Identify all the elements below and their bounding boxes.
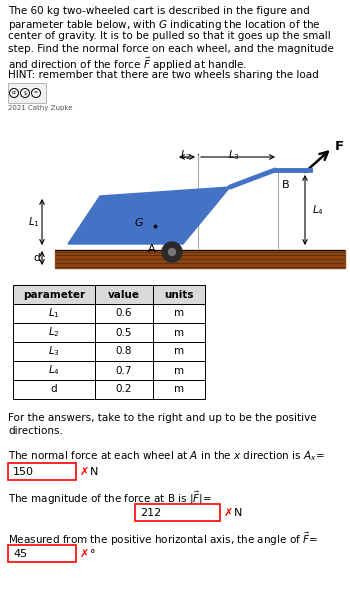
Text: For the answers, take to the right and up to be the positive: For the answers, take to the right and u… bbox=[8, 413, 317, 423]
Text: The magnitude of the force at B is $|\vec{F}|$=: The magnitude of the force at B is $|\ve… bbox=[8, 490, 212, 507]
Bar bbox=[153, 361, 205, 380]
Text: 0.2: 0.2 bbox=[116, 384, 132, 395]
Text: m: m bbox=[174, 347, 184, 356]
Text: 0.7: 0.7 bbox=[116, 365, 132, 376]
Text: d: d bbox=[51, 384, 57, 395]
Bar bbox=[153, 380, 205, 399]
Bar bbox=[153, 304, 205, 323]
Text: A: A bbox=[148, 244, 156, 254]
Text: $L_2$: $L_2$ bbox=[180, 148, 192, 162]
Text: m: m bbox=[174, 384, 184, 395]
Text: parameter table below, with $G$ indicating the location of the: parameter table below, with $G$ indicati… bbox=[8, 19, 321, 33]
Text: $L_2$: $L_2$ bbox=[48, 325, 60, 339]
Bar bbox=[153, 323, 205, 342]
Text: $L_4$: $L_4$ bbox=[312, 203, 324, 217]
Text: ✗: ✗ bbox=[80, 549, 89, 559]
Text: 0.8: 0.8 bbox=[116, 347, 132, 356]
Text: B: B bbox=[282, 180, 290, 190]
Bar bbox=[13, 361, 95, 380]
Bar bbox=[13, 342, 95, 361]
Bar bbox=[135, 504, 220, 521]
Bar bbox=[95, 304, 153, 323]
Text: °: ° bbox=[90, 549, 96, 559]
Bar bbox=[8, 463, 76, 480]
Text: m: m bbox=[174, 308, 184, 319]
Text: Measured from the positive horizontal axis, the angle of $\vec{F}$=: Measured from the positive horizontal ax… bbox=[8, 531, 318, 548]
Bar bbox=[13, 304, 95, 323]
Text: HINT: remember that there are two wheels sharing the load: HINT: remember that there are two wheels… bbox=[8, 70, 319, 80]
Text: units: units bbox=[164, 290, 194, 299]
Text: $\mathbf{F}$: $\mathbf{F}$ bbox=[334, 139, 344, 153]
Text: m: m bbox=[174, 365, 184, 376]
Text: $L_1$: $L_1$ bbox=[48, 307, 60, 321]
Text: $L_4$: $L_4$ bbox=[48, 364, 60, 378]
Text: and direction of the force $\vec{F}$ applied at handle.: and direction of the force $\vec{F}$ app… bbox=[8, 56, 247, 73]
Circle shape bbox=[168, 248, 175, 256]
Text: $G$: $G$ bbox=[134, 216, 144, 228]
Text: The normal force at each wheel at $A$ in the $x$ direction is $A_x$=: The normal force at each wheel at $A$ in… bbox=[8, 449, 325, 463]
Bar bbox=[95, 342, 153, 361]
Bar bbox=[13, 285, 205, 304]
Text: 0.5: 0.5 bbox=[116, 327, 132, 338]
Text: =: = bbox=[34, 90, 38, 96]
Text: 2021 Cathy Zupke: 2021 Cathy Zupke bbox=[8, 105, 72, 111]
Text: 212: 212 bbox=[140, 508, 161, 518]
Bar bbox=[153, 285, 205, 304]
Bar bbox=[13, 323, 95, 342]
Text: ✗: ✗ bbox=[80, 467, 89, 477]
Text: N: N bbox=[234, 508, 242, 518]
Text: .: . bbox=[156, 220, 157, 224]
Bar bbox=[153, 342, 205, 361]
Text: 45: 45 bbox=[13, 549, 27, 559]
Text: value: value bbox=[108, 290, 140, 299]
Text: parameter: parameter bbox=[23, 290, 85, 299]
Bar bbox=[95, 380, 153, 399]
Bar bbox=[95, 285, 153, 304]
Bar bbox=[8, 83, 46, 103]
Text: d: d bbox=[33, 253, 40, 263]
Polygon shape bbox=[68, 187, 230, 244]
Text: $L_3$: $L_3$ bbox=[48, 345, 60, 358]
Bar bbox=[8, 545, 76, 562]
Text: $L_3$: $L_3$ bbox=[228, 148, 240, 162]
Bar bbox=[95, 361, 153, 380]
Text: m: m bbox=[174, 327, 184, 338]
Text: The 60 kg two-wheeled cart is described in the figure and: The 60 kg two-wheeled cart is described … bbox=[8, 6, 310, 16]
Text: $: $ bbox=[23, 90, 27, 96]
Text: 150: 150 bbox=[13, 467, 34, 477]
Text: $L_1$: $L_1$ bbox=[28, 215, 40, 229]
Text: step. Find the normal force on each wheel, and the magnitude: step. Find the normal force on each whee… bbox=[8, 44, 334, 53]
Bar bbox=[13, 285, 95, 304]
Circle shape bbox=[162, 242, 182, 262]
Text: cc: cc bbox=[11, 90, 17, 96]
Text: N: N bbox=[90, 467, 98, 477]
Text: center of gravity. It is to be pulled so that it goes up the small: center of gravity. It is to be pulled so… bbox=[8, 31, 331, 41]
Bar bbox=[55, 250, 345, 268]
Text: directions.: directions. bbox=[8, 426, 63, 436]
Bar bbox=[95, 323, 153, 342]
Text: ✗: ✗ bbox=[224, 508, 233, 518]
Text: 0.6: 0.6 bbox=[116, 308, 132, 319]
Bar bbox=[13, 380, 95, 399]
